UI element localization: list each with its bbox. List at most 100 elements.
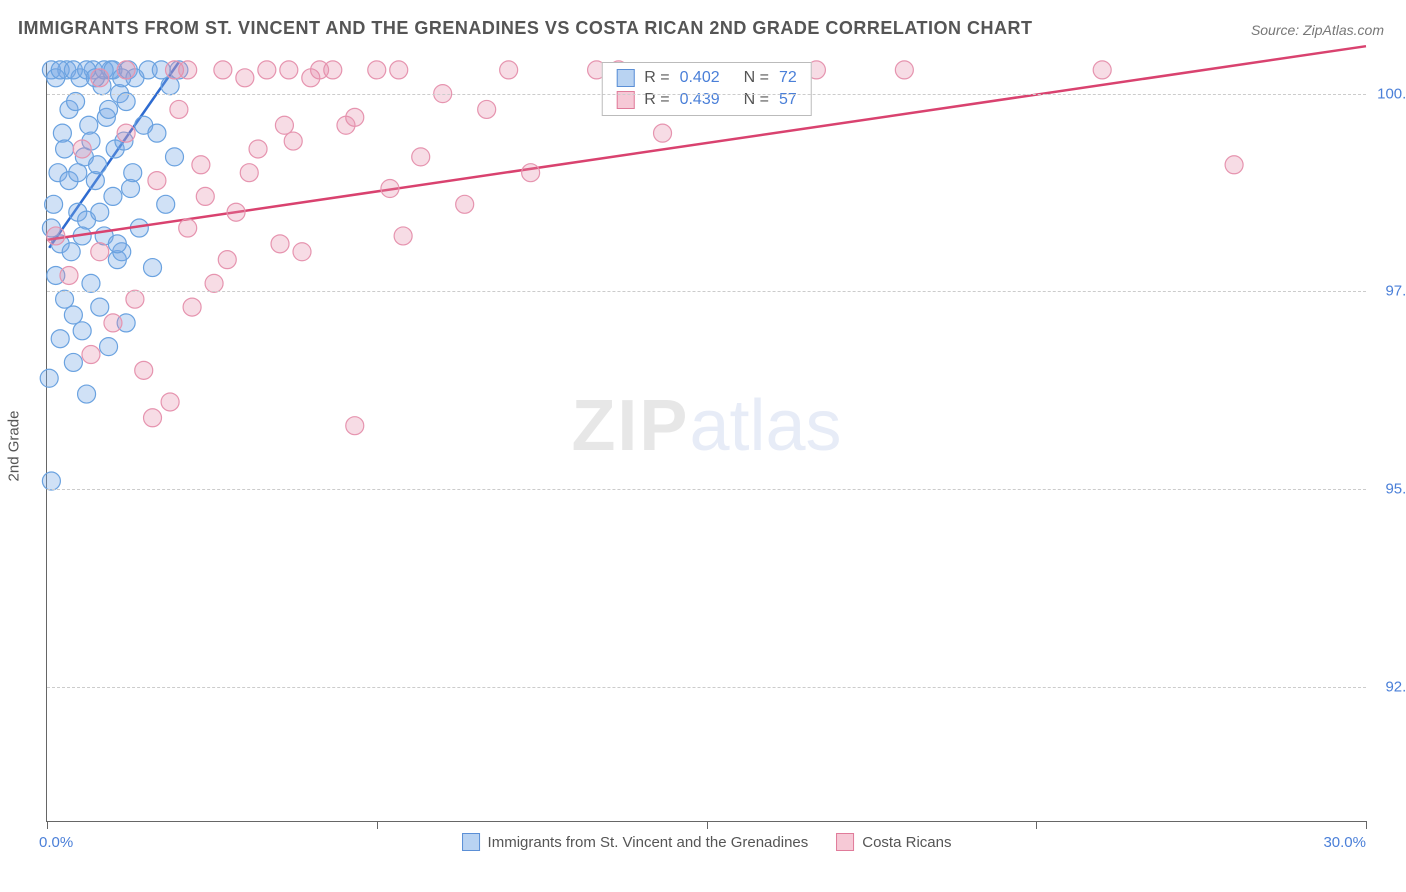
y-tick-label: 95.0% [1385,480,1406,497]
scatter-point-cr [390,61,408,79]
scatter-point-svg [42,472,60,490]
scatter-point-cr [456,195,474,213]
scatter-point-svg [108,235,126,253]
scatter-point-svg [124,164,142,182]
scatter-point-svg [64,306,82,324]
scatter-point-cr [144,409,162,427]
scatter-point-cr [346,417,364,435]
scatter-point-cr [104,314,122,332]
scatter-point-svg [100,338,118,356]
scatter-point-cr [895,61,913,79]
scatter-point-svg [148,124,166,142]
scatter-point-cr [249,140,267,158]
y-tick-label: 92.5% [1385,678,1406,695]
scatter-point-cr [240,164,258,182]
scatter-point-cr [258,61,276,79]
stats-legend-row: R = 0.439N = 57 [616,89,797,111]
scatter-point-svg [91,203,109,221]
scatter-point-cr [227,203,245,221]
scatter-point-cr [60,266,78,284]
scatter-point-svg [91,298,109,316]
scatter-point-svg [56,290,74,308]
scatter-point-svg [53,124,71,142]
scatter-point-cr [311,61,329,79]
gridline [47,291,1366,292]
scatter-point-svg [51,330,69,348]
scatter-point-svg [89,156,107,174]
legend-swatch [462,833,480,851]
gridline [47,94,1366,95]
legend-series-name: Immigrants from St. Vincent and the Gren… [488,834,809,851]
x-tick [707,821,708,829]
scatter-point-svg [69,164,87,182]
scatter-point-cr [412,148,430,166]
scatter-point-cr [654,124,672,142]
legend-swatch [836,833,854,851]
scatter-point-cr [117,61,135,79]
x-tick [1036,821,1037,829]
x-tick [1366,821,1367,829]
plot-svg [47,62,1366,821]
scatter-point-cr [236,69,254,87]
scatter-point-svg [122,180,140,198]
bottom-legend: Immigrants from St. Vincent and the Gren… [462,833,952,851]
stats-legend-row: R = 0.402 N = 72 [616,67,797,89]
scatter-point-cr [196,187,214,205]
scatter-point-svg [104,187,122,205]
scatter-point-cr [170,100,188,118]
scatter-point-cr [500,61,518,79]
scatter-point-svg [45,195,63,213]
scatter-point-cr [337,116,355,134]
scatter-point-cr [179,219,197,237]
scatter-point-cr [73,140,91,158]
scatter-point-cr [214,61,232,79]
scatter-point-svg [82,274,100,292]
scatter-point-cr [1093,61,1111,79]
scatter-point-svg [40,369,58,387]
scatter-point-svg [117,93,135,111]
scatter-point-cr [183,298,201,316]
scatter-point-svg [86,172,104,190]
scatter-point-cr [1225,156,1243,174]
x-tick [47,821,48,829]
legend-r-label: R = [644,69,669,87]
scatter-point-cr [275,116,293,134]
scatter-point-cr [91,69,109,87]
scatter-point-cr [522,164,540,182]
gridline [47,489,1366,490]
scatter-point-svg [157,195,175,213]
scatter-point-svg [64,353,82,371]
scatter-point-cr [161,393,179,411]
scatter-point-cr [47,227,65,245]
scatter-point-cr [179,61,197,79]
legend-series-name: Costa Ricans [862,834,951,851]
scatter-point-svg [166,148,184,166]
x-tick [377,821,378,829]
scatter-point-cr [218,251,236,269]
scatter-point-cr [91,243,109,261]
scatter-point-cr [192,156,210,174]
bottom-legend-item: Immigrants from St. Vincent and the Gren… [462,833,809,851]
x-axis-label-max: 30.0% [1323,834,1366,851]
scatter-point-cr [82,346,100,364]
legend-n-value: 72 [779,69,797,87]
scatter-point-cr [368,61,386,79]
scatter-point-cr [381,180,399,198]
legend-r-value: 0.402 [680,69,720,87]
scatter-point-svg [100,100,118,118]
scatter-point-svg [78,385,96,403]
scatter-point-svg [67,93,85,111]
scatter-point-svg [56,140,74,158]
scatter-point-cr [148,172,166,190]
y-tick-label: 100.0% [1377,85,1406,102]
scatter-point-cr [135,361,153,379]
x-axis-label-min: 0.0% [39,834,73,851]
scatter-point-cr [280,61,298,79]
legend-n-label: N = [744,69,769,87]
stats-legend: R = 0.402 N = 72 R = 0.439N = 57 [601,62,812,116]
scatter-point-cr [478,100,496,118]
scatter-point-cr [117,124,135,142]
scatter-point-svg [80,116,98,134]
scatter-point-cr [271,235,289,253]
y-tick-label: 97.5% [1385,283,1406,300]
